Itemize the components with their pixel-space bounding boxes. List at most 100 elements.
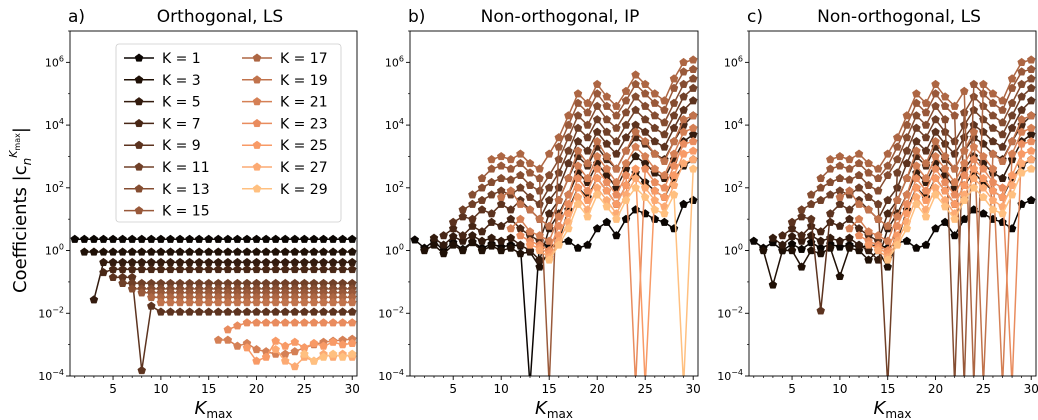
data-point xyxy=(864,180,873,189)
data-point xyxy=(883,236,893,245)
axes-frame xyxy=(409,30,699,377)
data-point xyxy=(573,111,583,120)
data-point xyxy=(688,146,698,155)
data-point xyxy=(768,280,778,289)
data-point xyxy=(1026,74,1036,83)
data-point xyxy=(787,246,797,255)
data-point xyxy=(826,164,835,173)
data-point xyxy=(979,173,988,183)
data-point xyxy=(506,164,516,173)
data-point xyxy=(108,234,118,243)
data-point xyxy=(516,158,525,168)
data-point xyxy=(854,214,864,223)
y-tick-label: 102 xyxy=(724,180,743,195)
data-point xyxy=(912,173,921,183)
data-point xyxy=(156,234,166,243)
data-point xyxy=(516,199,525,208)
data-point xyxy=(516,231,525,240)
data-point xyxy=(660,217,669,226)
data-point xyxy=(516,214,525,223)
data-point xyxy=(347,257,357,267)
data-point xyxy=(583,98,592,107)
data-point xyxy=(300,257,309,267)
data-point xyxy=(1026,195,1036,204)
legend-label: K = 19 xyxy=(280,73,328,89)
x-tick-label: 15 xyxy=(542,382,557,396)
series-line xyxy=(810,78,1032,376)
data-point xyxy=(233,321,242,330)
data-point xyxy=(688,96,698,105)
y-tick-label: 100 xyxy=(45,243,64,258)
data-point xyxy=(261,307,271,316)
data-point xyxy=(468,238,477,247)
data-point xyxy=(912,243,921,252)
data-point xyxy=(631,120,640,129)
data-point xyxy=(1017,127,1026,136)
data-point xyxy=(242,247,252,256)
data-point xyxy=(631,70,640,79)
data-point xyxy=(612,123,621,132)
data-point xyxy=(583,133,592,142)
y-tick-label: 104 xyxy=(724,117,743,132)
data-point xyxy=(621,120,631,129)
data-point xyxy=(242,298,252,307)
data-point xyxy=(156,247,166,256)
data-point xyxy=(271,318,280,327)
data-point xyxy=(749,236,759,245)
data-point xyxy=(592,101,602,110)
data-point xyxy=(525,168,535,177)
data-point xyxy=(280,349,290,358)
data-point xyxy=(892,133,902,142)
y-axis-label-close: | xyxy=(10,127,31,133)
data-point xyxy=(998,173,1007,183)
data-point xyxy=(166,247,175,256)
data-point xyxy=(950,231,959,240)
data-point xyxy=(535,164,544,173)
legend-item: K = 21 xyxy=(242,95,328,111)
data-point xyxy=(127,234,137,243)
data-point xyxy=(525,158,535,168)
data-point xyxy=(969,79,979,88)
data-point xyxy=(300,307,309,316)
data-point xyxy=(612,111,621,120)
data-point xyxy=(864,240,873,249)
data-point xyxy=(688,154,698,164)
data-point xyxy=(166,307,175,316)
data-point xyxy=(583,212,592,221)
data-point xyxy=(902,146,912,155)
data-point xyxy=(573,123,583,132)
data-point xyxy=(845,243,854,252)
data-point xyxy=(950,199,959,208)
data-point xyxy=(612,214,621,223)
data-point xyxy=(108,272,118,281)
data-point xyxy=(602,101,612,110)
data-point xyxy=(108,257,118,267)
data-point xyxy=(688,195,698,204)
data-point xyxy=(602,202,612,211)
data-point xyxy=(516,249,525,258)
data-point xyxy=(679,57,688,67)
data-point xyxy=(338,257,347,267)
data-point xyxy=(969,173,979,183)
data-point xyxy=(252,318,261,327)
data-point xyxy=(988,164,998,173)
data-point xyxy=(213,298,223,307)
data-point xyxy=(631,151,640,161)
y-tick-label: 10−2 xyxy=(38,305,64,320)
data-point xyxy=(921,212,931,221)
data-point xyxy=(185,257,194,267)
data-point xyxy=(477,195,487,204)
data-point xyxy=(902,111,912,120)
data-point xyxy=(612,231,621,240)
legend-item: K = 15 xyxy=(124,204,210,220)
data-point xyxy=(1026,146,1036,155)
data-point xyxy=(854,199,864,208)
data-point xyxy=(660,118,669,127)
data-point xyxy=(979,192,988,201)
data-point xyxy=(602,217,612,226)
data-point xyxy=(458,205,468,214)
legend-item: K = 7 xyxy=(124,116,201,132)
data-point xyxy=(845,164,854,173)
data-point xyxy=(573,199,583,208)
data-point xyxy=(845,224,854,233)
